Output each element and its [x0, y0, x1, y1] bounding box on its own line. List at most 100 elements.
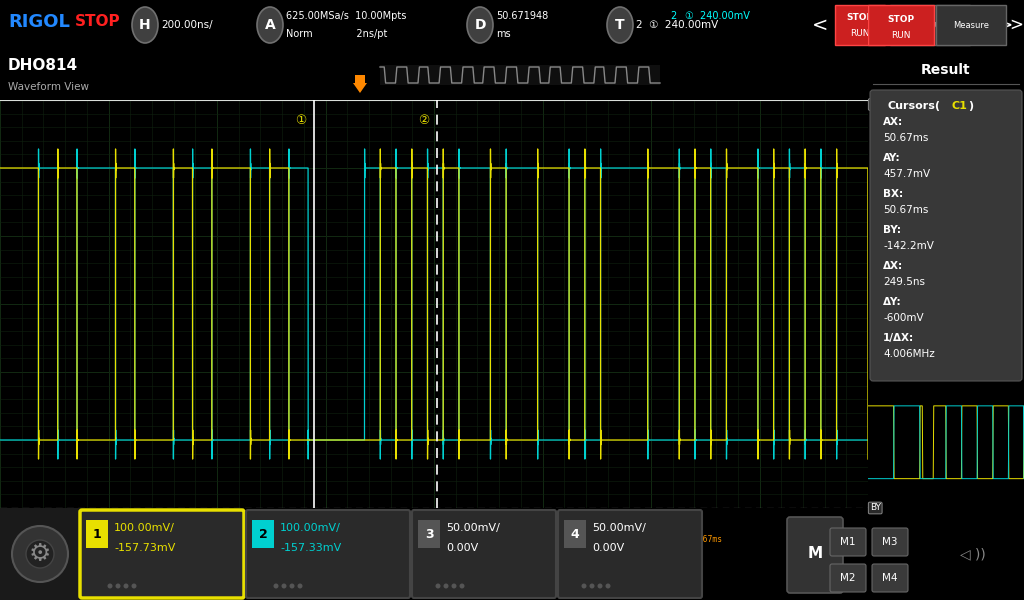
Ellipse shape [257, 7, 283, 43]
Text: <: < [812, 16, 828, 34]
Bar [0, 508, 80, 600]
Text: 2  ①  240.00mV: 2 ① 240.00mV [636, 20, 718, 30]
Bar [835, 5, 885, 45]
Text: >: > [1009, 16, 1023, 34]
Text: ①: ① [296, 114, 307, 127]
Text: STOP: STOP [888, 16, 914, 25]
Text: 50.67ms: 50.67ms [883, 133, 929, 143]
Text: ΔY:: ΔY: [883, 297, 901, 307]
Text: 50.67ms: 50.67ms [254, 535, 289, 544]
Text: T: T [615, 18, 625, 32]
Circle shape [435, 583, 440, 589]
Text: AY:: AY: [883, 153, 901, 163]
Text: 50.67ms: 50.67ms [688, 535, 722, 544]
Text: >: > [996, 16, 1013, 34]
Ellipse shape [467, 7, 493, 43]
Text: T: T [884, 283, 891, 293]
Text: 1/ΔX:: 1/ΔX: [883, 333, 914, 343]
Text: Norm              2ns/pt: Norm 2ns/pt [286, 29, 387, 39]
Text: 3: 3 [425, 527, 433, 541]
Text: 0.00V: 0.00V [592, 543, 625, 553]
Text: 100.00mV/: 100.00mV/ [114, 523, 175, 533]
Text: Cursors(: Cursors( [888, 101, 941, 111]
Text: -142.2mV: -142.2mV [883, 241, 934, 251]
Circle shape [452, 583, 457, 589]
Text: 2: 2 [259, 527, 267, 541]
FancyBboxPatch shape [870, 90, 1022, 381]
Text: A: A [264, 18, 275, 32]
Text: ◁ )): ◁ )) [959, 547, 990, 561]
Text: D: D [474, 18, 485, 32]
Text: AY: AY [869, 100, 881, 109]
Text: -157.33mV: -157.33mV [280, 543, 341, 553]
Text: 50.67ms: 50.67ms [145, 535, 180, 544]
FancyBboxPatch shape [558, 510, 702, 598]
Text: RIGOL: RIGOL [8, 13, 70, 31]
Text: 100.00mV/: 100.00mV/ [280, 523, 341, 533]
Text: M3: M3 [883, 537, 898, 547]
Text: DHO814: DHO814 [8, 58, 78, 73]
Bar [380, 65, 660, 85]
FancyBboxPatch shape [80, 510, 244, 598]
Bar [564, 520, 586, 548]
Text: 249.5ns: 249.5ns [883, 277, 925, 287]
FancyBboxPatch shape [872, 564, 908, 592]
Circle shape [131, 583, 136, 589]
Text: Measure: Measure [909, 20, 951, 30]
Text: 200.00ns/: 200.00ns/ [161, 20, 213, 30]
FancyBboxPatch shape [872, 528, 908, 556]
Text: Waveform View: Waveform View [8, 82, 89, 92]
Bar [418, 520, 440, 548]
Text: 0.00V: 0.00V [446, 543, 478, 553]
FancyBboxPatch shape [830, 528, 866, 556]
Text: 50.00mV/: 50.00mV/ [592, 523, 646, 533]
Text: 50.671948: 50.671948 [496, 11, 548, 21]
Text: M: M [808, 547, 822, 562]
Circle shape [597, 583, 602, 589]
Bar [86, 520, 108, 548]
Text: ①  240.00mV: ① 240.00mV [685, 11, 750, 21]
FancyBboxPatch shape [246, 510, 410, 598]
Circle shape [605, 583, 610, 589]
Text: 50.67ms: 50.67ms [37, 535, 72, 544]
Text: C1: C1 [951, 101, 967, 111]
Text: 457.7mV: 457.7mV [883, 169, 930, 179]
Text: AX:: AX: [883, 117, 903, 127]
Circle shape [282, 583, 287, 589]
Text: 50.67ms: 50.67ms [883, 205, 929, 215]
Text: ⚙: ⚙ [29, 542, 51, 566]
Text: 4: 4 [570, 527, 580, 541]
Text: -600mV: -600mV [883, 313, 924, 323]
Ellipse shape [607, 7, 633, 43]
FancyBboxPatch shape [787, 517, 843, 593]
Text: ΔX:: ΔX: [883, 261, 903, 271]
Bar [868, 5, 934, 45]
Text: M1: M1 [841, 537, 856, 547]
Text: 625.00MSa/s  10.00Mpts: 625.00MSa/s 10.00Mpts [286, 11, 407, 21]
Text: STOP: STOP [75, 14, 121, 29]
Text: BY: BY [869, 503, 881, 512]
Text: M4: M4 [883, 573, 898, 583]
Circle shape [108, 583, 113, 589]
FancyBboxPatch shape [412, 510, 556, 598]
Circle shape [443, 583, 449, 589]
Text: ): ) [968, 101, 973, 111]
Circle shape [590, 583, 595, 589]
Text: ②: ② [418, 114, 429, 127]
Bar [252, 520, 274, 548]
Text: 50.67ms: 50.67ms [362, 535, 397, 544]
Circle shape [298, 583, 302, 589]
Bar [890, 5, 970, 45]
Text: AX: AX [308, 518, 319, 527]
Text: M2: M2 [841, 573, 856, 583]
Text: 50.67ms: 50.67ms [471, 535, 505, 544]
Circle shape [582, 583, 587, 589]
Text: 50.67ms: 50.67ms [580, 535, 613, 544]
Bar [936, 5, 1006, 45]
Text: BX:: BX: [883, 189, 903, 199]
FancyArrow shape [353, 75, 367, 93]
Text: Result: Result [922, 63, 971, 77]
Text: -157.73mV: -157.73mV [114, 543, 175, 553]
Text: ms: ms [496, 29, 511, 39]
Text: Measure: Measure [953, 20, 989, 29]
